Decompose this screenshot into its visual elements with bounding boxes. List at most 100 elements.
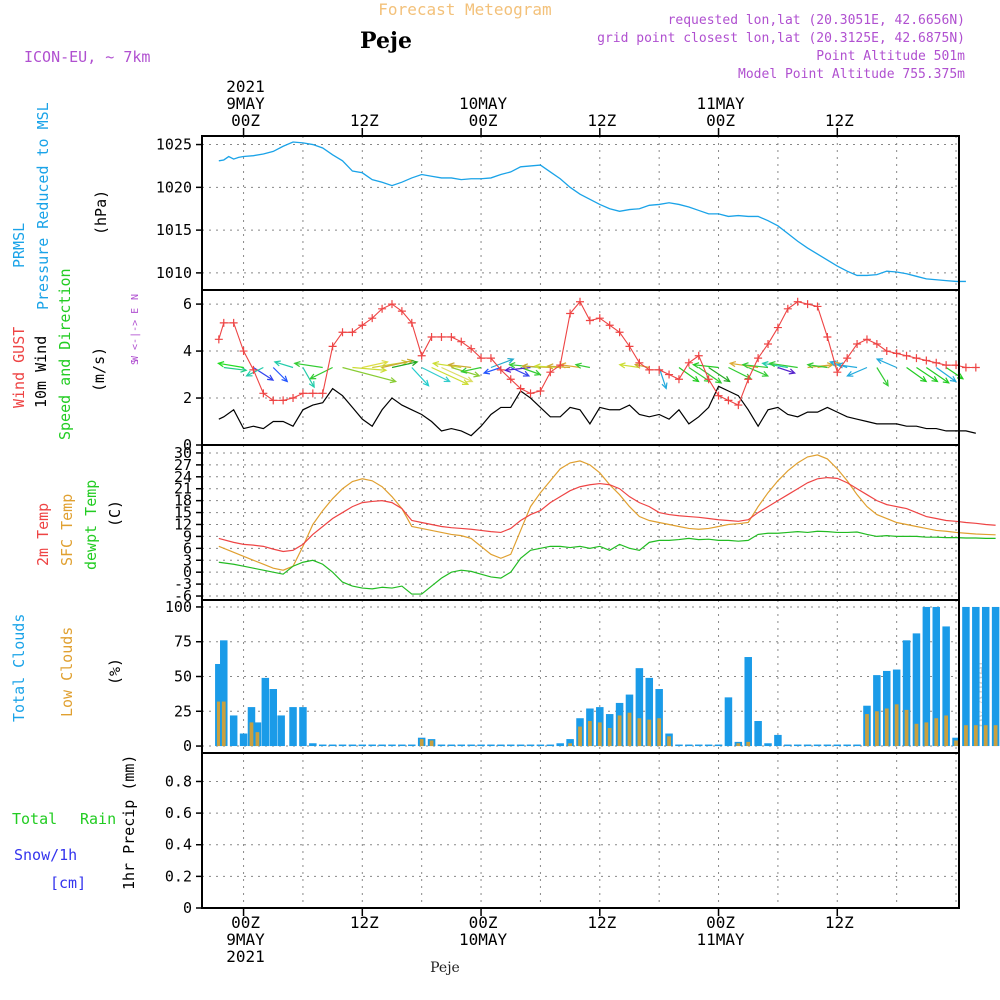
total-cloud-bar	[754, 721, 762, 747]
wind-arrow	[274, 361, 294, 369]
total-cloud-bar	[398, 744, 406, 747]
wind-gust-marker	[358, 321, 367, 330]
wind-arrow	[762, 362, 788, 369]
wind-arrow-head	[949, 375, 957, 383]
wind-arrow	[483, 366, 502, 374]
top-time-label: 00Z	[469, 111, 498, 130]
y-tick-label: 0	[183, 436, 192, 454]
bottom-time-label: 12Z	[825, 913, 854, 932]
wind-arrow	[342, 366, 396, 383]
wind-arrow-head	[691, 362, 700, 369]
top-time-label: 9MAY	[226, 94, 265, 113]
wind-gust-marker	[892, 349, 901, 358]
y-tick-label: 1020	[156, 178, 192, 196]
low-cloud-bar	[954, 740, 958, 747]
low-cloud-bar	[944, 715, 949, 747]
wind-arrow	[302, 367, 315, 388]
y-tick-label: 0.6	[165, 804, 192, 822]
wind-arrow	[352, 366, 387, 371]
total-cloud-bar	[328, 744, 337, 747]
total-cloud-bar	[269, 689, 277, 747]
wind-arrow	[728, 366, 752, 380]
t2m-line	[218, 476, 996, 553]
y-tick-label: 1025	[156, 136, 192, 154]
wind-gust-marker	[783, 304, 792, 313]
y-tick-label: 18	[174, 492, 192, 510]
y-tick-label: 9	[183, 527, 192, 545]
total-cloud-bar	[348, 744, 357, 747]
wind-arrow-head	[461, 379, 470, 386]
wind-arrow	[693, 364, 719, 369]
wind-gust-label: Wind GUST	[10, 327, 28, 408]
wind-gust-marker	[615, 328, 624, 337]
pressure-labels: PRMSL Pressure Reduced to MSL (hPa)	[10, 102, 110, 310]
total-cloud-bar	[803, 744, 812, 747]
wind-gust-marker	[862, 335, 871, 344]
wind-gust-marker	[566, 309, 575, 318]
bottom-time-label: 12Z	[350, 913, 379, 932]
total-cloud-bar	[823, 744, 832, 747]
total-cloud-bar	[457, 744, 466, 747]
wind-gust-marker	[576, 297, 585, 306]
total-cloud-bar	[277, 715, 285, 747]
wind-gust-marker	[714, 391, 723, 400]
total-cloud-bar	[972, 606, 980, 747]
low-cloud-bar	[914, 723, 919, 747]
total-label: Total	[12, 810, 57, 828]
total-cloud-bar	[526, 744, 535, 747]
y-tick-label: 75	[174, 633, 192, 651]
wind-gust-marker	[378, 304, 387, 313]
wind-arrow	[246, 366, 264, 377]
wind-gust-marker	[318, 389, 327, 398]
wind-arrow-head	[533, 363, 541, 370]
total-cloud-bar	[902, 640, 911, 747]
wind-arrow-head	[422, 379, 430, 387]
wind-arrow-head	[788, 368, 797, 375]
low-cloud-bar	[637, 718, 642, 747]
y-tick-label: 15	[174, 504, 192, 522]
bottom-time-label: 12Z	[587, 913, 616, 932]
location-title: Peje	[360, 28, 412, 54]
pressure-msl-label: Pressure Reduced to MSL	[34, 102, 52, 310]
wind-arrow	[218, 362, 244, 369]
low-cloud-bar	[934, 718, 939, 747]
low-cloud-bar	[736, 743, 741, 747]
low-cloud-bar	[647, 719, 652, 747]
wind-arrow	[708, 367, 730, 382]
wind-arrow	[847, 366, 868, 377]
wind-gust-marker	[259, 389, 268, 398]
wind-gust-marker	[546, 368, 555, 377]
total-cloud-bar	[645, 677, 654, 747]
total-cloud-bar	[813, 744, 822, 747]
wind-arrow	[876, 367, 889, 387]
wind-gust-marker	[912, 354, 921, 363]
wind-arrow-head	[267, 374, 275, 381]
wind-gust-marker	[338, 328, 347, 337]
plot-layer: 10101015102010250246-6-30369121518212427…	[156, 77, 1000, 966]
wind-arrow	[441, 366, 473, 383]
total-cloud-bar	[556, 743, 564, 747]
wind-gust-marker	[635, 358, 644, 367]
wind-arrow-head	[473, 371, 481, 378]
wind-speed-dir-label: Speed and Direction	[56, 268, 74, 440]
low-cloud-bar	[607, 727, 612, 747]
total-cloud-bar	[793, 744, 802, 747]
low-cloud-bar	[419, 739, 424, 747]
wind-arrow	[777, 366, 795, 374]
wind-gust-marker	[407, 318, 416, 327]
wind-arrow	[433, 362, 462, 369]
wind-gust-line	[218, 300, 976, 406]
y-tick-label: 0.8	[165, 772, 192, 790]
wind-arrow-head	[882, 379, 889, 387]
y-tick-label: 24	[174, 468, 192, 486]
wind-arrow-head	[661, 382, 668, 390]
wind-gust-marker	[744, 375, 753, 384]
wind-gust-marker	[536, 386, 545, 395]
wind-arrow-head	[443, 376, 451, 383]
wind-gust-marker	[843, 354, 852, 363]
low-cloud-bar	[429, 740, 434, 747]
top-time-label: 00Z	[231, 111, 260, 130]
y-tick-label: 0.4	[165, 836, 192, 854]
total-cloud-bar	[368, 744, 376, 747]
wind-arrow-head	[534, 369, 542, 376]
